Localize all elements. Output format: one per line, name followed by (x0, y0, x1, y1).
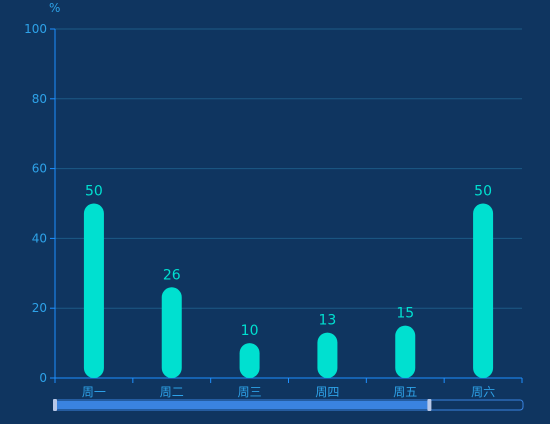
y-tick-label: 20 (32, 301, 47, 315)
axes: 0 20 40 60 80 100 周一 周二 周三 周四 周五 周六 (24, 22, 523, 399)
data-label: 50 (85, 184, 103, 200)
data-labels: 50 26 10 13 15 50 (85, 184, 492, 340)
data-label: 10 (241, 323, 259, 339)
data-label: 13 (319, 313, 337, 329)
bar (161, 287, 182, 378)
y-tick-label: 60 (32, 162, 47, 176)
x-tick-label: 周一 (82, 385, 106, 399)
x-tick-label: 周五 (393, 385, 417, 399)
slider-selected-range[interactable] (55, 401, 430, 409)
bars (83, 203, 494, 378)
y-tick-label: 0 (39, 371, 47, 385)
bar (473, 203, 494, 378)
bar (317, 332, 338, 378)
x-tick-label: 周二 (160, 385, 184, 399)
y-axis-unit-label: % (49, 1, 60, 15)
data-label: 26 (163, 267, 181, 283)
bar (239, 343, 260, 378)
data-label: 15 (396, 306, 414, 322)
bar (395, 325, 416, 378)
x-tick-label: 周三 (238, 385, 262, 399)
y-tick-label: 40 (32, 231, 47, 245)
data-label: 50 (474, 184, 492, 200)
x-tick-label: 周四 (315, 385, 339, 399)
y-tick-label: 80 (32, 92, 47, 106)
bar (83, 203, 104, 378)
x-tick-label: 周六 (471, 385, 495, 399)
slider-handle-end[interactable] (427, 399, 432, 411)
data-zoom-slider[interactable] (53, 399, 524, 411)
y-tick-label: 100 (24, 22, 47, 36)
slider-handle-start[interactable] (53, 399, 57, 411)
grid-lines (55, 28, 522, 309)
